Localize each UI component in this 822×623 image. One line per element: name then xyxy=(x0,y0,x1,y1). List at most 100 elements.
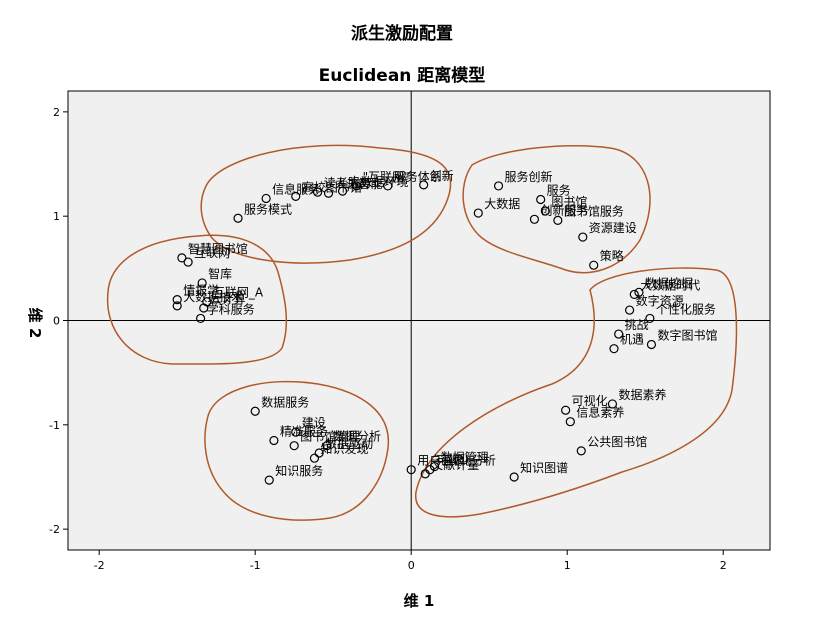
point-label: 创新 xyxy=(430,168,454,183)
data-point xyxy=(291,191,301,201)
point-label: 服务模式 xyxy=(244,201,292,216)
data-point xyxy=(645,313,655,324)
point-label: 信息素养 xyxy=(576,405,624,420)
data-point xyxy=(578,232,588,242)
point-label: 资源建设 xyxy=(589,221,637,235)
data-point xyxy=(264,475,274,485)
point-label: 公共图书馆 xyxy=(587,434,647,449)
data-point xyxy=(493,181,504,191)
point-label: 数据服务 xyxy=(261,394,309,409)
data-point xyxy=(607,399,618,409)
y-tick-label: 2 xyxy=(53,106,60,119)
data-point xyxy=(352,181,362,191)
point-label: 智库 xyxy=(208,266,232,281)
cluster-outline xyxy=(415,267,738,518)
data-point xyxy=(322,441,332,451)
point-label: 大数据 xyxy=(484,196,520,211)
data-point xyxy=(199,303,209,313)
point-label: 服务创新 xyxy=(505,169,553,184)
point-label: 知识服务 xyxy=(275,463,323,478)
data-point xyxy=(309,453,320,463)
point-label: 云计算 xyxy=(210,291,246,306)
x-tick-label: -1 xyxy=(250,559,261,572)
data-point xyxy=(576,446,586,456)
data-point xyxy=(337,186,348,196)
point-label: 大数据环境 xyxy=(349,174,409,189)
point-label: 图书馆 xyxy=(551,194,587,209)
data-point xyxy=(269,435,279,446)
data-point xyxy=(313,187,323,197)
data-point xyxy=(540,206,550,216)
cluster-outlines xyxy=(106,144,738,521)
chart-subtitle: Euclidean 距离模型 xyxy=(319,65,486,86)
point-label: 图书馆管理 xyxy=(300,429,360,444)
data-point xyxy=(291,427,301,437)
x-tick-label: -2 xyxy=(94,559,105,572)
point-label: 可视化 xyxy=(572,393,608,408)
point-label: 数据管理 xyxy=(441,450,489,465)
point-label: 数字资源 xyxy=(636,293,684,308)
point-label: 数据分析 xyxy=(333,429,381,444)
point-label: 智慧图书馆 xyxy=(188,241,248,256)
data-point xyxy=(529,214,540,224)
point-label: 互联网 xyxy=(194,246,230,260)
point-label: 个性化服务 xyxy=(656,301,716,316)
data-point xyxy=(289,441,299,451)
point-label: 建设 xyxy=(302,416,326,430)
data-point xyxy=(430,461,440,472)
point-label: 数字图书馆 xyxy=(657,327,717,342)
point-label: 知识发现 xyxy=(320,441,368,456)
point-label: 大数据技术 xyxy=(183,289,243,304)
point-label: 读者服务 xyxy=(324,175,372,190)
cluster-outline xyxy=(200,144,452,264)
point-label: 情报学 xyxy=(183,283,219,298)
point-label: 机遇 xyxy=(620,333,644,347)
x-axis-label: 维 1 xyxy=(404,592,435,610)
data-point xyxy=(233,213,243,223)
data-point xyxy=(646,339,657,350)
data-point xyxy=(561,405,571,415)
data-point xyxy=(509,472,519,482)
data-point xyxy=(589,260,599,270)
point-label: 策略 xyxy=(600,248,624,263)
data-point xyxy=(634,287,644,297)
data-point xyxy=(172,295,182,305)
cluster-outline xyxy=(204,380,390,521)
point-label: 数据素养 xyxy=(618,387,666,402)
data-point xyxy=(565,417,575,427)
axis-ticks: -2 -1 0 1 2 -2 -1 0 1 2 xyxy=(49,106,727,572)
point-label: 服务体系 xyxy=(394,169,442,184)
point-label: 互联网_A xyxy=(213,286,264,300)
point-label: 大数据时代 xyxy=(640,277,700,292)
data-point xyxy=(197,278,207,288)
chart-title: 派生激励配置 xyxy=(351,23,453,44)
data-point xyxy=(261,193,271,204)
y-tick-label: -2 xyxy=(49,523,60,536)
y-tick-label: 0 xyxy=(53,315,60,328)
data-point xyxy=(553,215,563,225)
cluster-outline xyxy=(106,234,288,365)
x-tick-label: 1 xyxy=(564,559,571,572)
point-label: 文献计量 xyxy=(431,457,479,472)
point-label: 数据驱动 xyxy=(325,436,373,451)
point-label: 服务 xyxy=(547,182,571,197)
data-point xyxy=(419,180,429,190)
point-label: 用户画像 xyxy=(417,453,465,468)
data-point xyxy=(609,344,619,354)
point-label: 创新服务 xyxy=(540,202,588,217)
data-point xyxy=(624,305,635,315)
data-point xyxy=(314,448,324,458)
data-point xyxy=(383,181,393,191)
point-label: 精准服务 xyxy=(280,423,328,438)
y-tick-label: -1 xyxy=(49,419,60,432)
data-point xyxy=(177,253,187,263)
point-label: "互联网" xyxy=(363,170,410,184)
data-point xyxy=(196,313,206,324)
data-point xyxy=(473,208,483,218)
data-point xyxy=(172,301,182,311)
x-tick-label: 0 xyxy=(408,559,415,572)
point-label: 学科服务 xyxy=(207,301,255,316)
data-point xyxy=(420,469,430,479)
